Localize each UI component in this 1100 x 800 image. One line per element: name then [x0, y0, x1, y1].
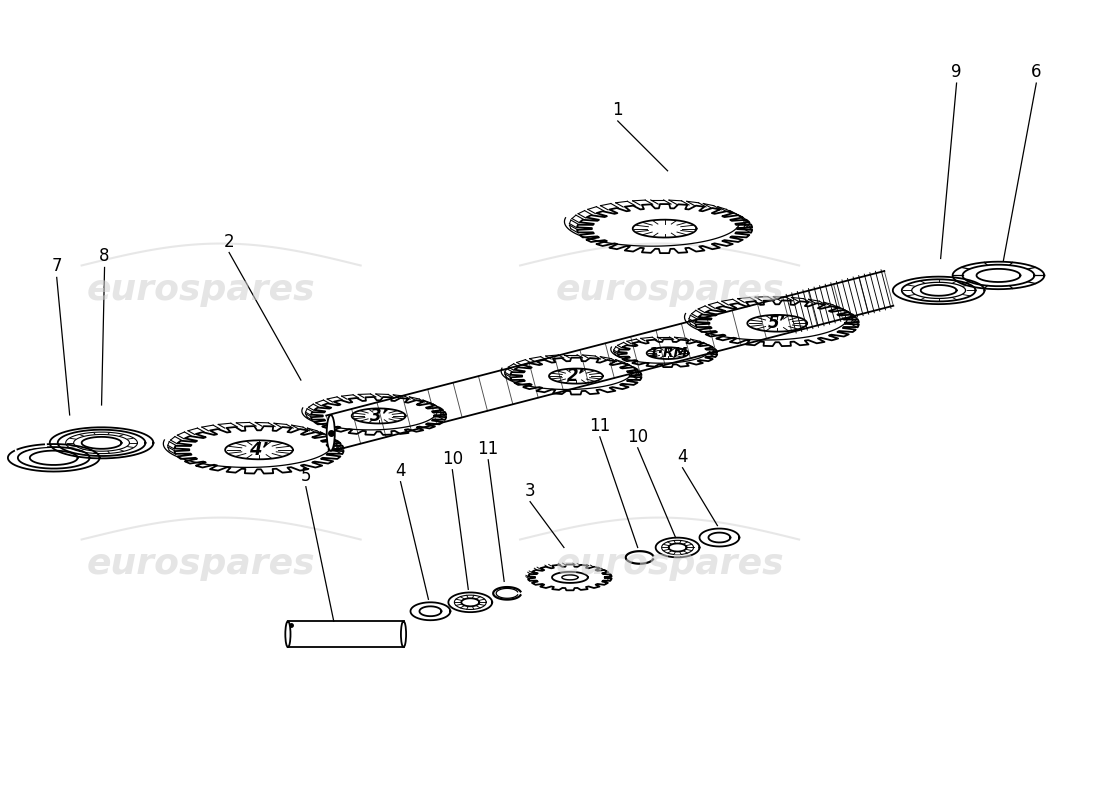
- Text: 9: 9: [952, 63, 961, 81]
- Text: 11: 11: [477, 440, 498, 458]
- Text: 8: 8: [99, 247, 110, 266]
- Ellipse shape: [327, 415, 334, 451]
- Text: 7: 7: [52, 258, 62, 275]
- Text: 5’: 5’: [768, 314, 786, 332]
- Text: eurospares: eurospares: [556, 274, 784, 307]
- Text: 2: 2: [223, 233, 234, 250]
- Text: 2’: 2’: [566, 367, 585, 385]
- Text: 11: 11: [590, 417, 610, 435]
- Text: eurospares: eurospares: [87, 274, 316, 307]
- Text: 3: 3: [525, 482, 536, 500]
- Text: 4’: 4’: [250, 441, 268, 459]
- Text: 4: 4: [678, 448, 688, 466]
- Text: 6: 6: [1031, 63, 1042, 81]
- Text: 3’: 3’: [370, 407, 387, 425]
- Text: 4: 4: [395, 462, 406, 480]
- Ellipse shape: [285, 622, 290, 647]
- Text: 1·RM: 1·RM: [648, 346, 688, 360]
- Text: 5: 5: [300, 466, 311, 485]
- Text: eurospares: eurospares: [556, 547, 784, 582]
- Text: 10: 10: [442, 450, 463, 468]
- Text: eurospares: eurospares: [87, 547, 316, 582]
- Text: 10: 10: [627, 428, 648, 446]
- Text: 1: 1: [613, 101, 623, 119]
